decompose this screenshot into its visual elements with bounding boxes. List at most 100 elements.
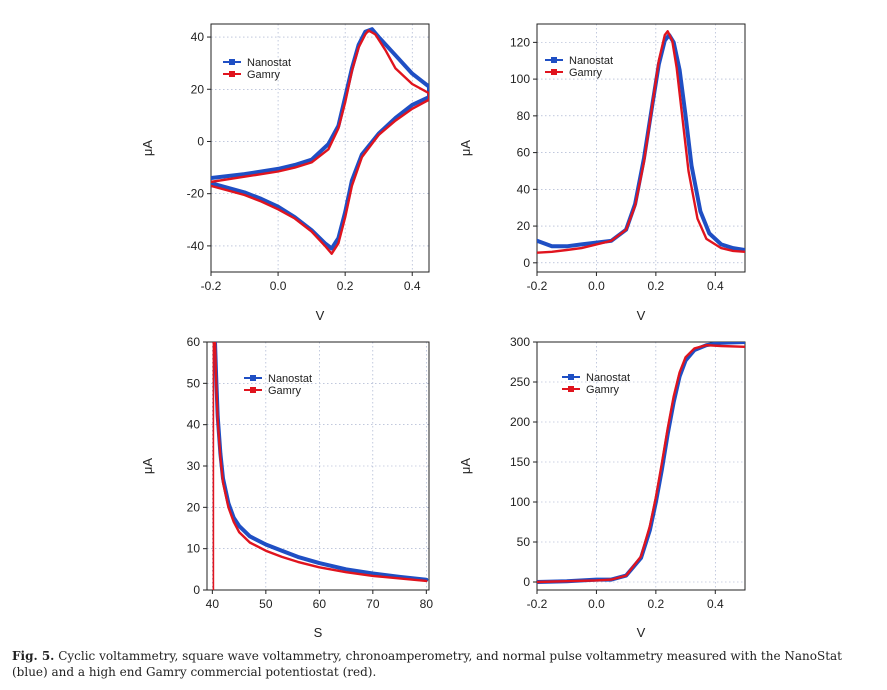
nanostat-data-point xyxy=(276,205,280,209)
x-axis-label: V xyxy=(316,308,325,323)
y-tick-label: 300 xyxy=(510,335,530,349)
legend-swatch-marker xyxy=(229,71,235,77)
y-tick-label: 0 xyxy=(193,583,200,597)
y-tick-label: 30 xyxy=(187,459,201,473)
legend-swatch-marker xyxy=(229,59,235,65)
nanostat-data-point xyxy=(344,567,348,571)
legend-swatch-marker xyxy=(551,69,557,75)
y-axis-label: μA xyxy=(140,140,155,156)
x-axis-label: V xyxy=(637,625,646,640)
y-tick-label: 100 xyxy=(510,495,530,509)
x-tick-label: -0.2 xyxy=(527,597,548,611)
x-tick-label: 0.2 xyxy=(648,597,665,611)
legend-swatch-marker xyxy=(551,57,557,63)
x-tick-label: 0.2 xyxy=(337,279,354,293)
legend-swatch-marker xyxy=(250,387,256,393)
y-tick-label: 0 xyxy=(197,134,204,148)
nanostat-data-point xyxy=(317,561,321,565)
legend-label-nanostat: Nanostat xyxy=(247,57,291,69)
nanostat-series-line xyxy=(211,27,429,251)
nanostat-data-point xyxy=(264,542,268,547)
y-tick-label: 150 xyxy=(510,455,530,469)
gamry-series-line xyxy=(213,342,428,583)
y-tick-label: 50 xyxy=(517,535,531,549)
nanostat-data-point xyxy=(550,244,554,248)
data-layer xyxy=(537,30,745,254)
y-tick-label: 40 xyxy=(187,418,201,432)
legend-label-gamry: Gamry xyxy=(569,67,603,79)
legend-label-gamry: Gamry xyxy=(268,385,302,397)
nanostat-data-point xyxy=(698,209,703,213)
legend-swatch-marker xyxy=(250,375,256,381)
y-axis-label: μA xyxy=(140,458,155,474)
nanostat-data-point xyxy=(280,549,284,553)
nanostat-data-point xyxy=(707,231,711,235)
y-tick-label: 40 xyxy=(517,182,531,196)
x-axis-label: S xyxy=(314,625,323,640)
y-tick-label: 120 xyxy=(510,35,530,49)
y-tick-label: 200 xyxy=(510,415,530,429)
chart-panel-2: -0.2 0.0 0.2 0.4 0 20 40 60 80 100 120 VμA NanostatG… xyxy=(458,23,746,323)
x-tick-label: 60 xyxy=(313,597,327,611)
y-tick-label: 60 xyxy=(517,146,531,160)
y-tick-label: 10 xyxy=(187,542,201,556)
nanostat-data-point xyxy=(296,555,300,559)
nanostat-data-point xyxy=(371,571,375,576)
nanostat-data-point xyxy=(731,246,735,250)
caption-text: Cyclic voltammetry, square wave voltamme… xyxy=(12,649,843,679)
y-axis-label: μA xyxy=(458,140,473,156)
nanostat-data-point xyxy=(678,68,682,72)
nanostat-data-point xyxy=(689,163,694,168)
legend-label-gamry: Gamry xyxy=(247,69,281,81)
data-layer xyxy=(537,342,745,584)
nanostat-data-point xyxy=(565,244,569,248)
nanostat-data-point xyxy=(237,524,241,528)
nanostat-data-point xyxy=(276,167,280,171)
y-tick-label: 20 xyxy=(517,219,531,233)
x-tick-label: 40 xyxy=(206,597,220,611)
y-tick-label: 50 xyxy=(187,376,201,390)
y-tick-label: 250 xyxy=(510,375,530,389)
nanostat-data-point xyxy=(248,534,252,538)
nanostat-data-point xyxy=(580,242,584,246)
gamry-series-line xyxy=(211,29,429,255)
nanostat-data-point xyxy=(537,239,539,243)
nanostat-data-point xyxy=(293,163,297,167)
nanostat-data-point xyxy=(410,103,414,107)
y-tick-label: 60 xyxy=(187,335,201,349)
nanostat-data-point xyxy=(743,342,745,344)
x-tick-label: 0.4 xyxy=(707,279,724,293)
nanostat-data-point xyxy=(370,27,374,31)
nanostat-data-point xyxy=(719,242,723,246)
nanostat-data-point xyxy=(330,246,334,251)
legend-label-gamry: Gamry xyxy=(586,384,620,396)
legend-label-nanostat: Nanostat xyxy=(268,373,312,385)
x-tick-label: 0.4 xyxy=(707,597,724,611)
x-tick-label: -0.2 xyxy=(527,279,548,293)
nanostat-data-point xyxy=(242,190,247,194)
gamry-series-line xyxy=(537,344,745,584)
figure-caption: Fig. 5. Cyclic voltammetry, square wave … xyxy=(12,648,880,680)
legend-swatch-marker xyxy=(568,386,574,392)
y-tick-label: 100 xyxy=(510,72,530,86)
x-axis-label: V xyxy=(637,308,646,323)
x-tick-label: 0.4 xyxy=(404,279,421,293)
x-tick-label: 80 xyxy=(420,597,434,611)
y-tick-label: 80 xyxy=(517,109,531,123)
x-tick-label: 50 xyxy=(259,597,273,611)
x-tick-label: 0.0 xyxy=(270,279,287,293)
nanostat-data-point xyxy=(242,172,247,176)
plot-frame xyxy=(210,23,430,273)
y-tick-label: 40 xyxy=(191,30,205,44)
y-tick-label: 20 xyxy=(187,500,201,514)
x-tick-label: 0.2 xyxy=(648,279,665,293)
nanostat-data-point xyxy=(719,342,723,345)
chart-panel-4: -0.2 0.0 0.2 0.4 0 50 100 150 200 250 300 VμA Nanost… xyxy=(458,335,746,640)
x-tick-label: 70 xyxy=(366,597,380,611)
y-tick-label: -20 xyxy=(187,187,205,201)
y-tick-label: 0 xyxy=(523,256,530,270)
